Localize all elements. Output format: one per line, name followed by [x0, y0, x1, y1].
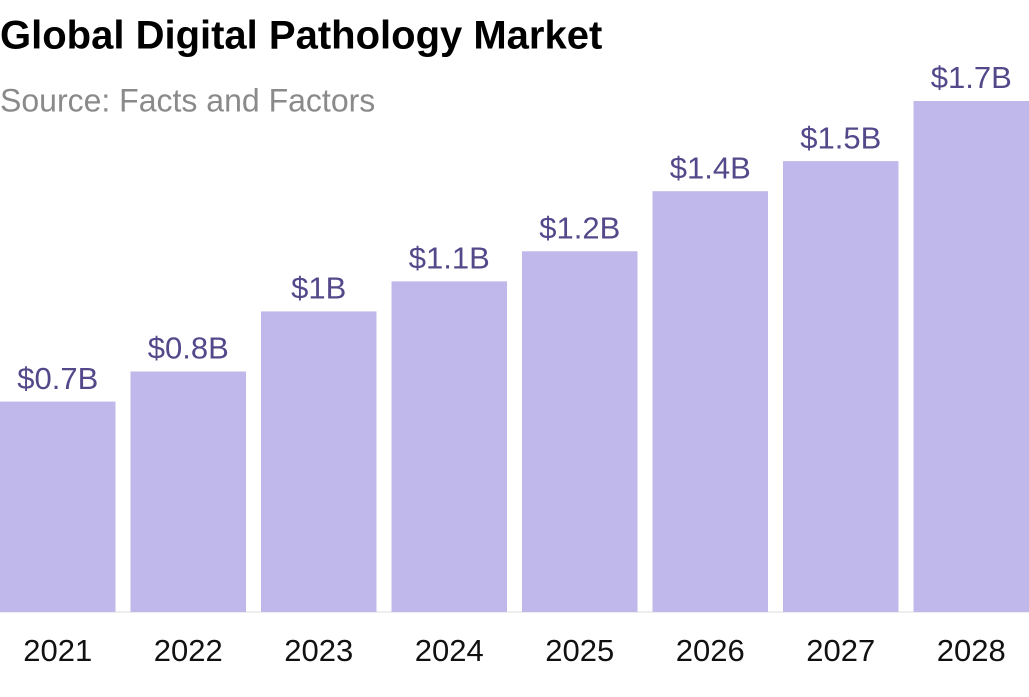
- bar: [130, 371, 246, 612]
- value-label: $1.1B: [409, 241, 490, 276]
- x-tick-label: 2024: [415, 633, 484, 668]
- x-tick-label: 2028: [937, 633, 1006, 668]
- bar: [783, 161, 899, 612]
- value-label: $1.4B: [670, 150, 751, 185]
- value-label: $0.7B: [17, 361, 98, 396]
- x-tick-label: 2022: [154, 633, 223, 668]
- value-label: $1.2B: [539, 210, 620, 245]
- x-tick-label: 2023: [284, 633, 353, 668]
- x-tick-label: 2025: [545, 633, 614, 668]
- x-tick-label: 2027: [806, 633, 875, 668]
- bar: [391, 281, 507, 612]
- value-label: $1.7B: [931, 60, 1012, 95]
- bar: [652, 191, 768, 613]
- chart-title: Global Digital Pathology Market: [0, 14, 602, 58]
- bar: [522, 251, 638, 612]
- bar: [0, 401, 116, 612]
- value-label: $0.8B: [148, 331, 229, 366]
- chart-subtitle: Source: Facts and Factors: [0, 82, 375, 118]
- x-tick-label: 2021: [23, 633, 92, 668]
- value-label: $1B: [291, 271, 346, 306]
- value-label: $1.5B: [800, 120, 881, 155]
- x-tick-label: 2026: [676, 633, 745, 668]
- bar: [261, 311, 377, 612]
- bar: [913, 101, 1029, 612]
